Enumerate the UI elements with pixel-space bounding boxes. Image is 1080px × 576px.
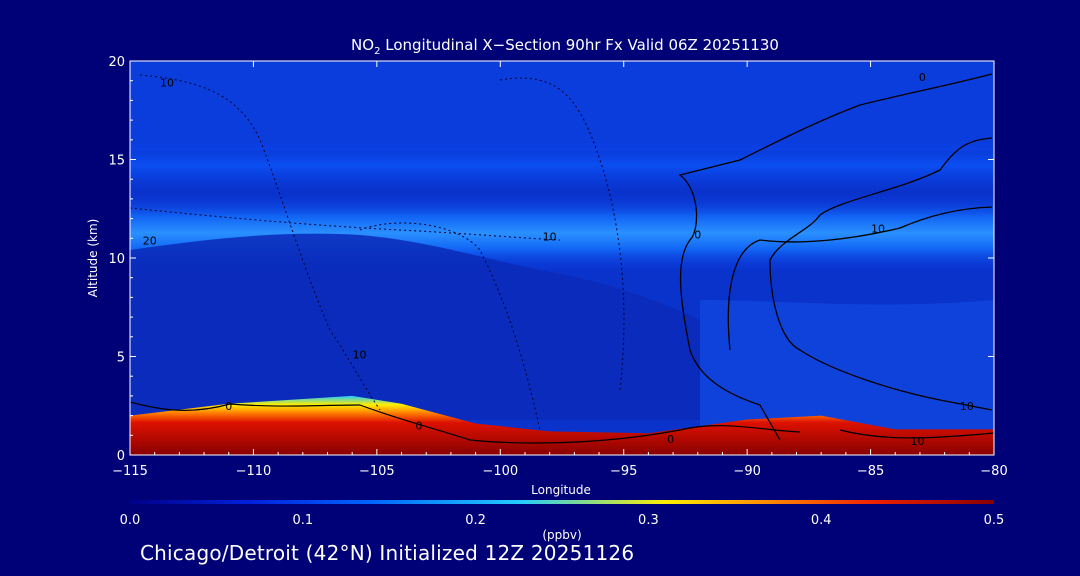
chart-title: NO2 Longitudinal X−Section 90hr Fx Valid…: [351, 36, 779, 57]
colorbar-tick-label: 0.0: [120, 513, 141, 528]
y-axis: 0 5 10 15 20: [108, 55, 994, 464]
x-tick-label: −85: [857, 464, 884, 479]
contour-solid-surface-east: [839, 429, 994, 439]
x-tick-label: −100: [482, 464, 518, 479]
contour-solid-zero-east: [678, 73, 993, 441]
chart-title-prefix: NO: [351, 36, 374, 54]
colorbar-tick-label: 0.5: [984, 513, 1005, 528]
contour-dotted-mid: [499, 77, 625, 391]
colorbar-label: (ppbv): [542, 528, 581, 542]
mid-dark-region: [130, 233, 700, 420]
chart-title-subscript: 2: [374, 46, 380, 57]
contour-label: 0: [415, 419, 422, 432]
colorbar-tick-label: 0.3: [638, 513, 659, 528]
x-tick-label: −110: [236, 464, 272, 479]
colorbar-tick-label: 0.4: [811, 513, 832, 528]
contour-label: 0: [225, 400, 232, 413]
boundary-layer: [130, 395, 994, 455]
x-axis-label: Longitude: [531, 483, 591, 497]
contour-label: 10: [160, 77, 174, 90]
contour-label: 20: [143, 234, 157, 247]
contour-label: 0: [694, 228, 701, 241]
contour-dotted-west: [139, 74, 381, 411]
colorbar-tick-label: 0.1: [292, 513, 313, 528]
contour-label: 10: [353, 349, 367, 362]
x-tick-label: −115: [112, 464, 148, 479]
contour-dotted-center: [359, 222, 541, 431]
colorbar-tick-label: 0.2: [465, 513, 486, 528]
x-tick-label: −105: [359, 464, 395, 479]
y-tick-label: 15: [108, 154, 125, 169]
y-tick-label: 20: [108, 55, 125, 70]
chart-title-rest: Longitudinal X−Section 90hr Fx Valid 06Z…: [380, 36, 778, 54]
colorbar-ticks: 0.0 0.1 0.2 0.3 0.4 0.5: [120, 513, 1005, 528]
contour-label: 0: [919, 71, 926, 84]
contour-label: 10: [910, 435, 924, 448]
mid-band-shading: [130, 140, 994, 190]
contour-label: 10: [871, 222, 885, 235]
upper-shading: [130, 61, 994, 151]
contour-label: 10: [543, 230, 557, 243]
contour-solid-surface: [130, 401, 801, 444]
colorbar: [130, 500, 994, 504]
contour-dotted-band: [130, 207, 561, 241]
contour-solid-band-east: [727, 206, 993, 351]
contour-label: 10: [960, 400, 974, 413]
east-lower-region: [700, 300, 994, 440]
x-axis: −115 −110 −105 −100 −95 −90 −85 −80: [112, 61, 1008, 479]
x-tick-label: −90: [733, 464, 760, 479]
contour-labels: 10 10 20 10 0 0 0 0 10 10 10 0: [143, 71, 974, 448]
y-tick-label: 0: [117, 449, 125, 464]
y-tick-label: 5: [117, 351, 125, 366]
y-tick-label: 10: [108, 252, 125, 267]
x-tick-label: −80: [980, 464, 1007, 479]
y-axis-label: Altitude (km): [86, 219, 100, 298]
caption: Chicago/Detroit (42°N) Initialized 12Z 2…: [140, 541, 635, 565]
contour-solid-ten-east: [769, 137, 993, 411]
x-tick-label: −95: [610, 464, 637, 479]
contour-label: 0: [667, 433, 674, 446]
plot-area: [130, 61, 994, 455]
